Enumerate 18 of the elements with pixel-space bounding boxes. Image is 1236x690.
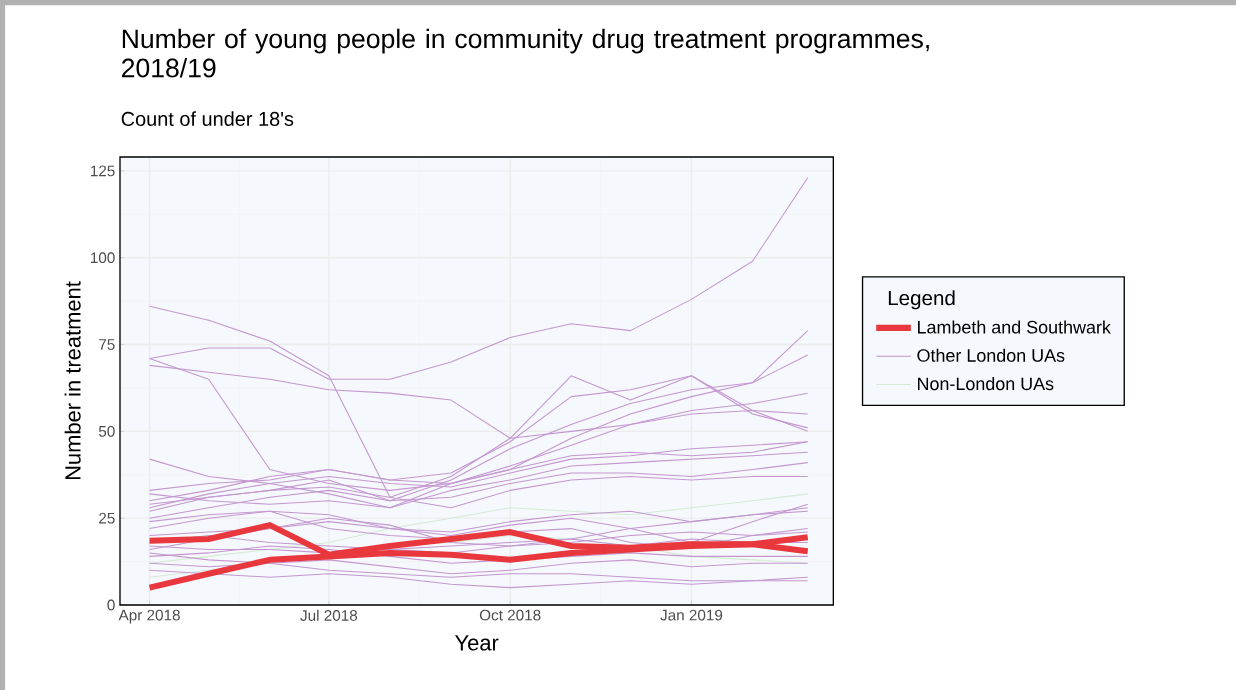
x-axis-title: Year [455, 635, 499, 651]
legend-title: Legend [888, 290, 955, 310]
x-tick-label: Jan 2019 [660, 609, 723, 621]
y-tick-label: 50 [98, 425, 115, 437]
y-tick-label: 100 [90, 252, 115, 264]
legend-label: Other London UAs [917, 348, 1065, 362]
legend-label: Non-London UAs [918, 376, 1054, 391]
y-tick-label: 75 [99, 339, 115, 350]
x-tick-label: Jul 2018 [300, 609, 358, 621]
x-tick-label: Apr 2018 [118, 609, 180, 624]
legend-label: Lambeth and Southwark [918, 320, 1111, 334]
chart-title: Number of young people in community drug treatment programmes, 2018/19 [122, 28, 929, 78]
y-axis-title: Number in treatment [64, 281, 81, 480]
y-tick-label: 125 [90, 165, 115, 177]
chart-subtitle: Count of under 18's [121, 111, 294, 126]
y-tick-label: 25 [99, 512, 115, 524]
x-tick-label: Oct 2018 [479, 609, 541, 621]
y-tick-label: 0 [107, 599, 115, 611]
